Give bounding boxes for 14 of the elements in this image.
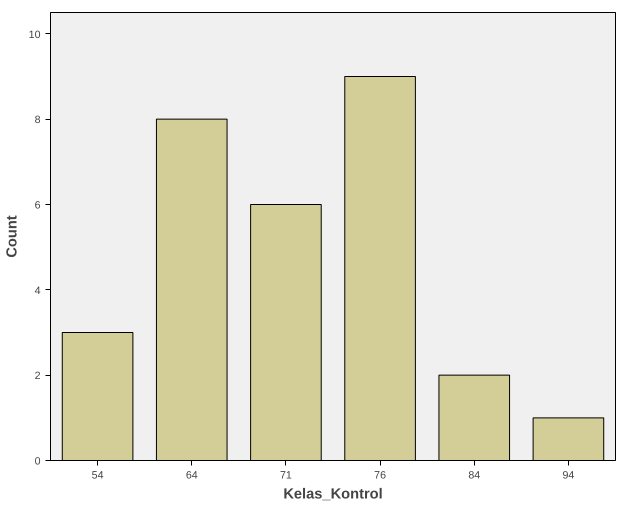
x-axis-title: Kelas_Kontrol	[283, 486, 383, 502]
y-tick-label: 4	[34, 284, 41, 297]
y-tick-label: 2	[34, 370, 41, 382]
x-tick-label: 71	[280, 470, 292, 482]
x-tick-label: 84	[468, 470, 480, 482]
x-tick-label: 94	[562, 470, 574, 482]
y-tick-label: 10	[28, 28, 41, 41]
y-tick-label: 6	[34, 200, 41, 212]
y-axis-title: Count	[4, 215, 21, 258]
x-tick-label: 76	[374, 470, 386, 482]
x-tick-label: 54	[92, 470, 104, 482]
y-tick-label: 8	[34, 114, 41, 126]
x-tick-label: 64	[186, 470, 198, 482]
y-tick-label: 0	[34, 456, 41, 468]
